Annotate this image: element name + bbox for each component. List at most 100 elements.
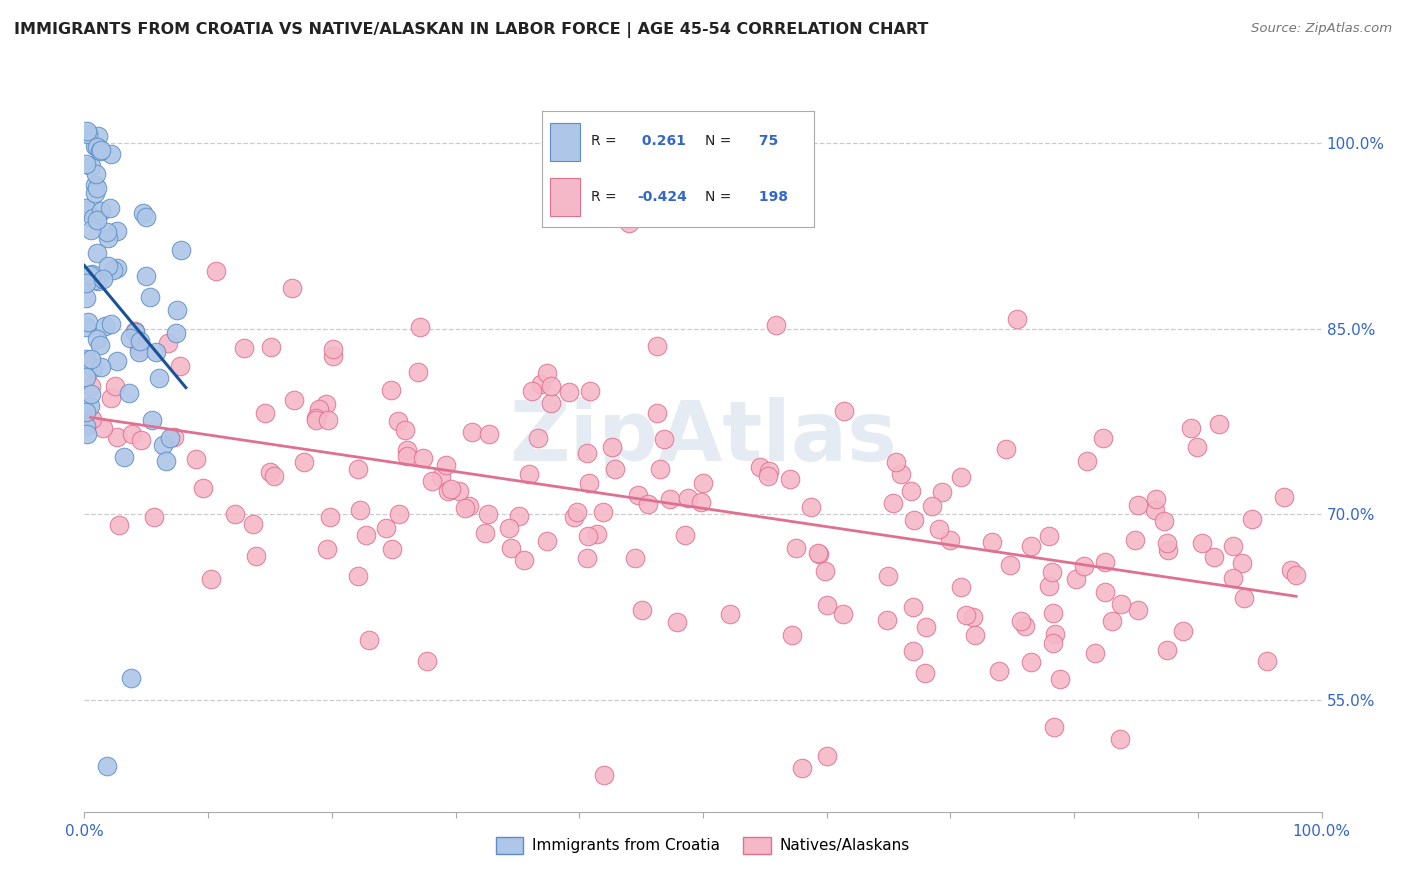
Point: [80, 387, 103, 401]
Point: [233, 341, 256, 355]
Point: [814, 565, 837, 579]
Point: [1019, 656, 1042, 670]
Point: [1144, 491, 1167, 506]
Point: [831, 607, 853, 621]
Point: [381, 541, 404, 556]
Point: [135, 211, 157, 225]
Point: [477, 508, 499, 522]
Point: [104, 379, 127, 393]
Point: [517, 467, 540, 482]
Point: [882, 496, 904, 510]
Point: [928, 522, 950, 536]
Point: [652, 432, 675, 446]
Point: [1156, 535, 1178, 549]
Point: [1109, 597, 1132, 611]
Point: [1144, 503, 1167, 517]
Point: [76, 124, 98, 138]
Point: [138, 290, 160, 304]
Point: [800, 500, 823, 515]
Point: [75, 320, 97, 334]
Point: [558, 385, 581, 400]
Point: [76, 203, 98, 218]
Point: [808, 548, 831, 562]
Point: [1156, 643, 1178, 657]
Point: [316, 542, 339, 557]
Point: [308, 404, 330, 418]
Point: [1038, 529, 1060, 543]
Point: [283, 393, 305, 408]
Point: [1014, 619, 1036, 633]
Point: [1094, 585, 1116, 599]
Point: [1040, 565, 1063, 579]
Point: [132, 205, 155, 219]
Point: [89, 338, 111, 352]
Point: [1109, 732, 1132, 747]
Point: [112, 450, 135, 464]
Point: [322, 349, 344, 363]
Point: [756, 469, 779, 483]
Point: [949, 580, 972, 594]
Point: [305, 413, 328, 427]
Point: [90, 204, 112, 219]
Point: [962, 609, 984, 624]
Point: [540, 396, 562, 410]
Point: [1272, 490, 1295, 504]
Point: [107, 224, 129, 238]
Point: [915, 620, 938, 634]
Point: [1005, 312, 1028, 326]
Point: [105, 430, 128, 444]
Point: [96, 225, 118, 239]
Point: [394, 423, 416, 437]
Point: [1180, 421, 1202, 435]
Point: [205, 264, 228, 278]
Point: [169, 359, 191, 374]
Point: [100, 318, 122, 332]
Point: [82, 271, 104, 285]
Point: [562, 510, 585, 524]
Point: [718, 607, 741, 621]
Point: [1208, 417, 1230, 432]
Point: [1042, 636, 1064, 650]
Point: [1084, 646, 1107, 660]
Point: [294, 455, 316, 469]
Point: [1222, 539, 1244, 553]
Point: [107, 354, 129, 368]
Point: [97, 259, 120, 273]
Point: [1066, 572, 1088, 586]
Point: [890, 467, 912, 481]
Point: [593, 767, 616, 781]
Point: [530, 376, 553, 391]
Text: Source: ZipAtlas.com: Source: ZipAtlas.com: [1251, 22, 1392, 36]
Point: [665, 615, 688, 629]
Point: [170, 243, 193, 257]
Point: [1126, 498, 1149, 512]
Point: [406, 365, 429, 379]
Point: [87, 274, 110, 288]
Point: [1285, 568, 1308, 582]
Point: [83, 178, 105, 192]
Point: [224, 508, 246, 522]
Point: [1204, 549, 1226, 564]
Point: [416, 654, 439, 668]
Point: [86, 213, 108, 227]
Point: [259, 465, 281, 479]
Point: [75, 276, 97, 290]
Point: [576, 529, 599, 543]
Point: [603, 461, 626, 475]
Point: [357, 633, 380, 648]
Point: [80, 412, 103, 426]
Point: [630, 603, 652, 617]
Point: [994, 442, 1017, 456]
Point: [75, 370, 97, 384]
Point: [676, 491, 699, 505]
Point: [458, 499, 481, 513]
Point: [79, 268, 101, 282]
Point: [129, 334, 152, 348]
Point: [938, 533, 960, 547]
Text: IMMIGRANTS FROM CROATIA VS NATIVE/ALASKAN IN LABOR FORCE | AGE 45-54 CORRELATION: IMMIGRANTS FROM CROATIA VS NATIVE/ALASKA…: [14, 22, 928, 38]
Point: [395, 449, 418, 463]
Point: [903, 513, 925, 527]
Point: [1094, 555, 1116, 569]
Point: [93, 319, 115, 334]
Point: [474, 526, 496, 541]
